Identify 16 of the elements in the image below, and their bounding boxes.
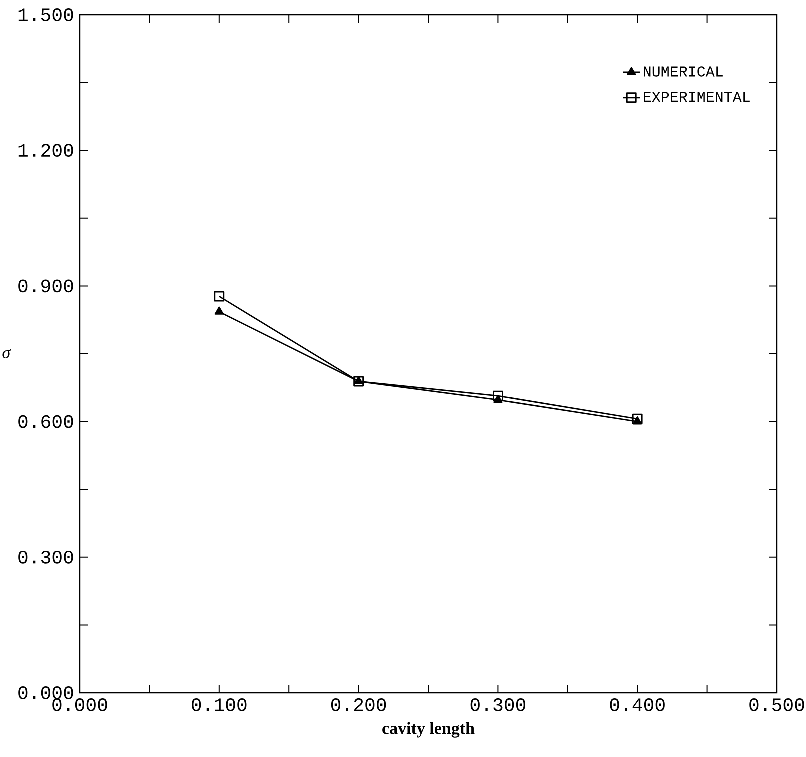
legend-label: NUMERICAL (644, 66, 723, 77)
y-tick-label: 0.600 (18, 415, 74, 428)
y-axis-title: σ (2, 350, 12, 358)
x-tick-label: 0.000 (52, 698, 108, 712)
y-tick-label: 0.900 (18, 280, 74, 293)
y-tick-label: 0.300 (18, 550, 74, 564)
y-tick-label: 1.500 (18, 8, 74, 22)
legend-label: EXPERIMENTAL (644, 92, 750, 102)
x-axis-title: cavity length (382, 722, 475, 738)
y-tick-label: 0.000 (18, 686, 74, 700)
x-tick-label: 0.300 (470, 698, 526, 712)
x-tick-label: 0.400 (610, 698, 665, 712)
x-tick-label: 0.200 (331, 698, 386, 712)
y-tick-label: 1.200 (18, 144, 74, 158)
x-tick-label: 0.100 (192, 698, 247, 712)
x-tick-label: 0.500 (750, 698, 804, 712)
